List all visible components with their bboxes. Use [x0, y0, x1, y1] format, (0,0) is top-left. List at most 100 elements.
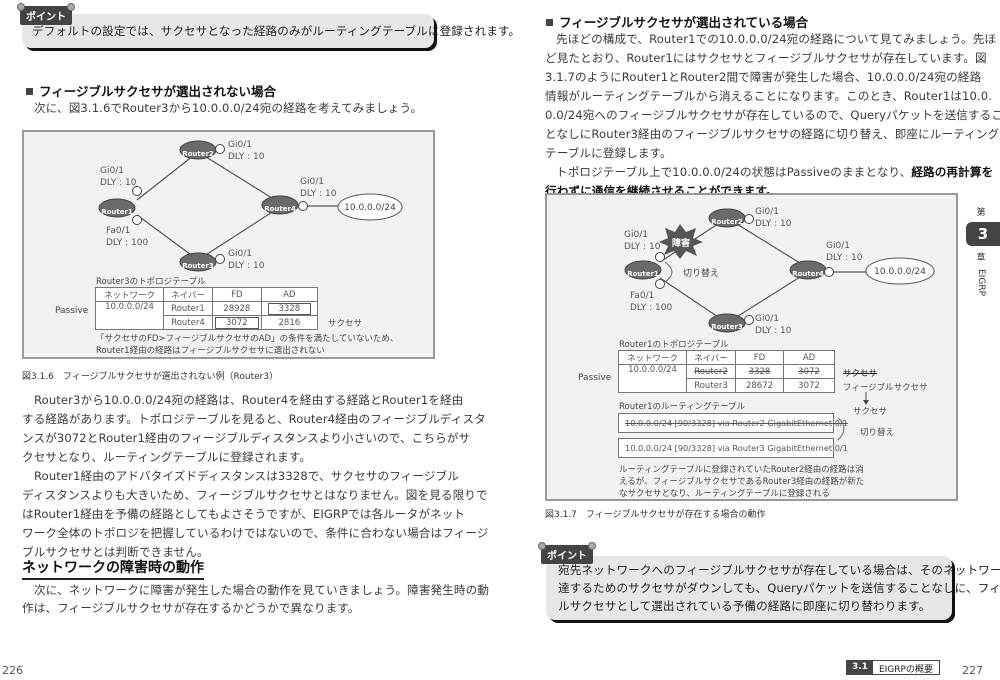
port-label: Gi0/1	[755, 314, 779, 324]
body-line: 先ほどの構成で、Router1での10.0.0.0/24宛の経路について見てみま…	[556, 32, 997, 46]
body-line: 作は、フィージブルサクセサが存在するかどうかで異なります。	[22, 601, 360, 615]
section-title: EIGRPの概要	[878, 665, 933, 675]
table-row: 10.0.0.0/24 Router1 28928 3328	[95, 301, 319, 330]
highlighted-value: 3072	[215, 316, 259, 329]
subheading-text: フィージブルサクセサが選出されている場合	[559, 15, 809, 30]
ad-cell: 3072	[783, 378, 835, 393]
port-icon	[655, 252, 665, 262]
figure-caption: 図3.1.6 フィージブルサクセサが選出されない例（Router3）	[22, 372, 279, 382]
bullet-square-icon	[546, 19, 553, 26]
table-title: Router1のトポロジテーブル	[619, 340, 729, 350]
body-line: Router3から10.0.0.0/24宛の経路は、Router4を経由する経路…	[34, 393, 464, 407]
router1-icon	[98, 198, 136, 218]
port-label: Gi0/1	[228, 249, 252, 259]
port-icon	[215, 254, 225, 264]
port-icon	[655, 279, 665, 289]
port-label: Gi0/1	[826, 241, 850, 251]
header-cell: ネイバー	[163, 287, 213, 302]
new-successor-label: サクセサ	[853, 407, 888, 417]
port-icon	[132, 186, 142, 196]
cloud-icon	[337, 193, 403, 221]
figure-caption: 図3.1.7 フィージブルサクセサが存在する場合の動作	[545, 510, 766, 520]
old-successor-label: サクセサ	[843, 369, 878, 379]
router1-label: Router1	[101, 208, 133, 216]
fd-cell: 3328	[735, 364, 784, 379]
ad-cell: 3072	[783, 364, 835, 379]
port-label: DLY : 10	[755, 326, 792, 336]
ad-cell: 2816	[260, 315, 319, 330]
table-row-struck: 10.0.0.0/24 Router2 3328 3072	[618, 364, 835, 393]
bullet-square-icon	[26, 88, 33, 95]
neighbor-cell: Router2	[686, 364, 736, 379]
link-r1-r3	[136, 214, 199, 261]
port-icon	[132, 215, 142, 225]
switch-arrow-icon	[664, 261, 673, 283]
subheading-text: フィージブルサクセサが選出されない場合	[39, 84, 277, 99]
intro-text: 次に、図3.1.6でRouter3から10.0.0.0/24宛の経路を考えてみま…	[34, 101, 423, 115]
point-text: ルサクセサとして選出されている予備の経路に即座に切り替わります。	[558, 599, 931, 613]
router2-label: Router2	[711, 218, 743, 226]
port-label: DLY : 10	[755, 219, 792, 229]
neighbor-cell: Router3	[686, 378, 736, 393]
port-label: Fa0/1	[106, 226, 130, 236]
state-label: Passive	[578, 373, 612, 383]
body-line: Router1経由のアドバタイズドディスタンスは3328で、サクセサのフィージブ…	[34, 469, 459, 483]
port-label: DLY : 10	[624, 242, 661, 252]
failure-burst-icon	[659, 224, 703, 259]
topology-table: ネットワーク ネイバー FD AD 10.0.0.0/24 Router1 28…	[95, 287, 319, 330]
point-label: ポイント	[17, 3, 75, 25]
table-title: Router3のトポロジテーブル	[96, 277, 206, 287]
body-line: ど見たとおり、Router1にはサクセサとフィージブルサクセサが存在しています。…	[545, 51, 987, 65]
body-line: はRouter1経由を予備の経路としてもよさそうですが、EIGRPでは各ルータが…	[22, 507, 466, 521]
router4-label: Router4	[792, 270, 824, 278]
network-cell: 10.0.0.0/24	[618, 364, 687, 393]
network-diagram-1: 10.0.0.0/24 Router1 Router2 Router3 Rout…	[98, 140, 403, 272]
fd-cell: 3072	[212, 315, 262, 330]
port-icon	[744, 214, 754, 224]
router3-label: Router3	[711, 323, 743, 331]
router1-icon	[624, 260, 662, 280]
port-label: DLY : 100	[630, 303, 672, 313]
neighbor-cell: Router4	[163, 315, 213, 330]
point-box: デフォルトの設定では、サクセサとなった経路のみがルーティングテーブルに登録されま…	[22, 14, 520, 48]
state-label: Passive	[55, 306, 89, 316]
routing-table-title: Router1のルーティングテーブル	[619, 402, 746, 412]
body-line: となしにRouter3経由のフィージブルサクセサの経路に切り替え、即座にルーティ…	[545, 127, 1000, 141]
subheading: フィージブルサクセサが選出されない場合	[26, 81, 276, 100]
body-line: ワーク全体のトポロジを把握しているわけではないので、条件に合わない場合はフィージ	[22, 526, 489, 540]
body-line: ブルサクセサとは判断できません。	[22, 545, 209, 559]
point-text: 宛先ネットワークへのフィージブルサクセサが存在している場合は、そのネットワークへ…	[558, 563, 1000, 577]
point-box: 宛先ネットワークへのフィージブルサクセサが存在している場合は、そのネットワークへ…	[546, 556, 1000, 620]
route-switch-bracket-icon	[837, 417, 845, 441]
footer-section: 3.1 EIGRPの概要	[846, 660, 940, 675]
port-icon	[824, 267, 834, 277]
table-row: Router4 3072 2816	[96, 315, 319, 330]
route-entry: 10.0.0.0/24 [90/3328] via Router3 Gigabi…	[618, 438, 848, 458]
port-label: Fa0/1	[630, 291, 654, 301]
header-cell: ネットワーク	[95, 287, 164, 302]
chapter-number: 3	[966, 222, 1000, 246]
header-cell: ネイバー	[686, 350, 736, 365]
link-r2-r4	[726, 217, 809, 269]
figure-note: 「サクセサのFD>フィージブルサクセサのAD」の条件を満たしていないため、	[96, 334, 399, 344]
port-label: DLY : 10	[228, 152, 265, 162]
chapter-suffix: 章	[976, 253, 986, 263]
port-icon	[215, 144, 225, 154]
point-text: デフォルトの設定では、サクセサとなった経路のみがルーティングテーブルに登録されま…	[32, 24, 521, 38]
body-line: ディスタンスよりも大きいため、フィージブルサクセサとはなりません。図を見る限りで	[22, 488, 488, 502]
router1-label: Router1	[627, 270, 659, 278]
cloud-icon	[865, 257, 935, 285]
highlighted-value: 3328	[267, 302, 312, 315]
router4-label: Router4	[264, 205, 296, 213]
link-r2-r4	[197, 151, 281, 204]
figure-note: えるが、フィージブルサクセサであるRouter3経由の経路が新た	[619, 477, 865, 487]
topology-table: ネットワーク ネイバー FD AD 10.0.0.0/24 Router2 33…	[618, 350, 835, 393]
chapter-prefix: 第	[976, 208, 986, 218]
failure-label: 障害	[672, 237, 690, 249]
port-label: DLY : 10	[826, 253, 863, 263]
port-label: Gi0/1	[300, 177, 324, 187]
port-label: DLY : 10	[100, 178, 137, 188]
port-label: DLY : 10	[228, 261, 265, 271]
body-line: 0.0/24宛へのフィージブルサクセサが存在しているので、Queryパケットを送…	[545, 108, 1000, 122]
port-icon	[298, 201, 308, 211]
